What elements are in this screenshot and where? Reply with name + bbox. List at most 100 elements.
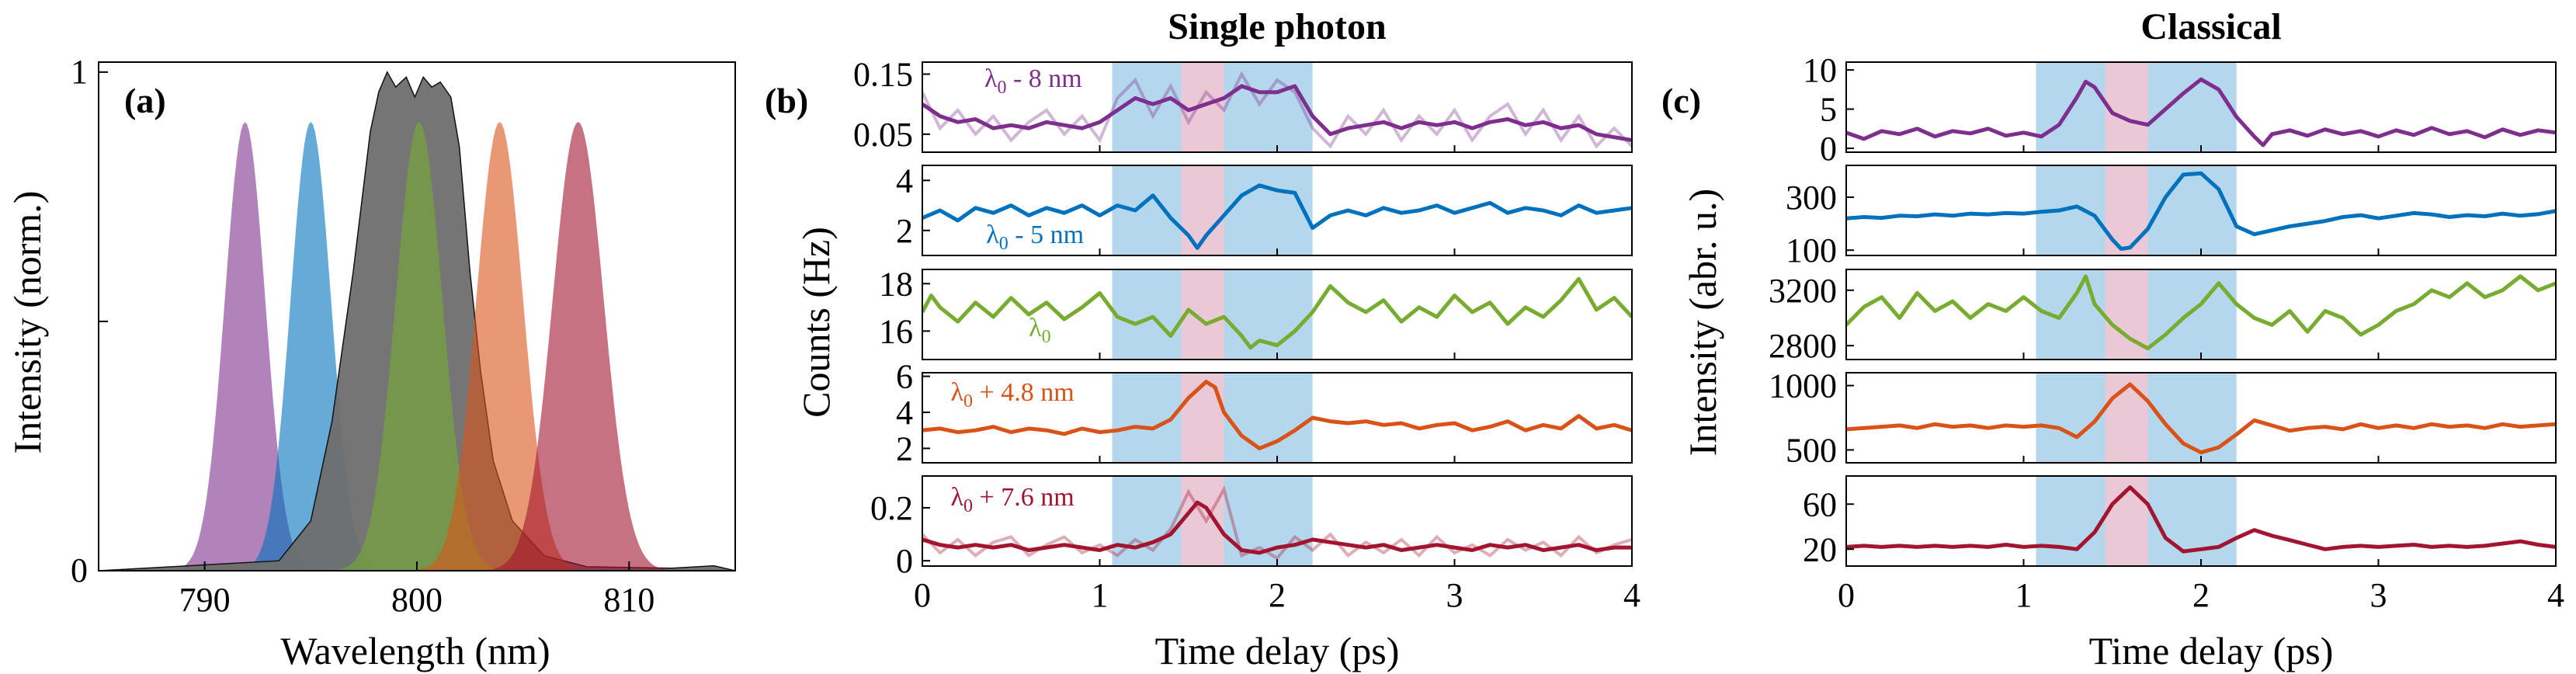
x-tick-label: 790 bbox=[179, 581, 231, 619]
raw-trace bbox=[922, 71, 1632, 149]
panel-a-xlabel: Wavelength (nm) bbox=[280, 629, 550, 672]
spectrum-purple bbox=[99, 122, 735, 571]
y-tick-label: 0.15 bbox=[853, 55, 913, 93]
panel-b-subplot: 00.2 λ0 + 7.6 nm bbox=[870, 475, 1633, 580]
x-tick-label: 4 bbox=[2547, 576, 2564, 614]
spectrum-green bbox=[99, 122, 735, 571]
panel-c-plot-area bbox=[1846, 269, 2556, 360]
series-label-part: 0 bbox=[1042, 327, 1051, 347]
x-tick-label: 2 bbox=[2192, 576, 2210, 614]
y-tick-label: 1000 bbox=[1769, 367, 1837, 405]
panel-b-label: (b) bbox=[765, 81, 808, 120]
x-tick-label: 3 bbox=[1446, 576, 1463, 614]
x-tick-label: 810 bbox=[603, 581, 654, 619]
panel-c-subplot: 500 1000 bbox=[1769, 367, 2557, 469]
series-label-part: λ bbox=[1029, 314, 1042, 342]
x-tick-label: 1 bbox=[1092, 576, 1109, 614]
y-tick-label: 4 bbox=[896, 394, 913, 432]
y-tick-label: 18 bbox=[879, 265, 913, 303]
series-label-part: - 8 nm bbox=[1006, 64, 1081, 93]
series-label-part: 0 bbox=[999, 234, 1009, 254]
x-tick-label: 800 bbox=[391, 581, 443, 619]
panel-a-plot bbox=[99, 71, 735, 571]
series-label: λ0 + 4.8 nm bbox=[951, 378, 1074, 412]
series-label-part: + 7.6 nm bbox=[973, 483, 1074, 512]
trace-red bbox=[1846, 485, 2556, 554]
series-label: λ0 bbox=[1029, 314, 1051, 347]
shaded-region bbox=[2105, 62, 2148, 152]
panel-b-xlabel: Time delay (ps) bbox=[1155, 629, 1400, 672]
y-tick-label: 0.05 bbox=[853, 116, 913, 154]
panel-b-plot-area bbox=[922, 269, 1632, 360]
y-tick-label: 300 bbox=[1786, 179, 1837, 217]
y-tick-label: 16 bbox=[879, 312, 913, 350]
panel-b-subplot: 0.05 0.15 λ0 - 8 nm bbox=[853, 55, 1633, 154]
panel-b-title: Single photon bbox=[1168, 6, 1386, 47]
x-tick-label: 4 bbox=[1623, 576, 1640, 614]
trace-orange bbox=[922, 380, 1632, 450]
shaded-region bbox=[1181, 269, 1224, 360]
trace-green bbox=[1846, 274, 2556, 351]
trace-purple bbox=[1846, 77, 2556, 148]
y-tick-label: 100 bbox=[1786, 231, 1837, 269]
panel-b-plot-area bbox=[922, 476, 1632, 566]
panel-b-plot-area bbox=[922, 62, 1632, 152]
panel-c-plot-area bbox=[1846, 165, 2556, 255]
y-tick-label: 6 bbox=[896, 358, 913, 396]
panel-a: 790 800 810 0 1 bbox=[71, 53, 736, 619]
panel-a-ylabel: Intensity (norm.) bbox=[5, 191, 49, 454]
panel-c-subplot: 2800 3200 bbox=[1769, 269, 2557, 365]
panel-c-plot-area bbox=[1846, 476, 2556, 566]
trace-orange bbox=[1846, 382, 2556, 455]
panel-c-title: Classical bbox=[2140, 6, 2281, 47]
series-label-part: 0 bbox=[963, 496, 973, 516]
series-label-part: λ bbox=[951, 483, 964, 512]
trace-blue bbox=[922, 183, 1632, 250]
trace-blue bbox=[1846, 171, 2556, 251]
trace-green bbox=[922, 276, 1632, 350]
panel-c-label: (c) bbox=[1661, 81, 1701, 120]
trace-red bbox=[922, 500, 1632, 555]
series-label: λ0 - 5 nm bbox=[986, 221, 1084, 254]
y-tick-label: 2800 bbox=[1769, 327, 1837, 365]
y-tick-label: 5 bbox=[1820, 91, 1837, 129]
x-tick-label: 1 bbox=[2015, 576, 2033, 614]
y-tick-label: 20 bbox=[1803, 530, 1837, 568]
series-label-part: - 5 nm bbox=[1009, 221, 1084, 249]
panel-c-ylabel: Intensity (abr. u.) bbox=[1681, 189, 1724, 456]
panel-b-subplot: 2 4 λ0 - 5 nm bbox=[896, 162, 1633, 256]
series-label-part: λ bbox=[986, 221, 999, 249]
x-tick-label: 0 bbox=[914, 576, 931, 614]
panel-b-plot-area bbox=[922, 373, 1632, 463]
series-label-part: 0 bbox=[997, 78, 1006, 98]
shaded-region bbox=[2105, 165, 2148, 255]
panel-b-plot-area bbox=[922, 165, 1632, 255]
series-label-part: λ bbox=[984, 64, 998, 93]
y-tick-label: 500 bbox=[1786, 431, 1837, 469]
panel-a-label: (a) bbox=[124, 81, 166, 120]
series-label: λ0 - 8 nm bbox=[984, 64, 1082, 98]
y-tick-label: 1 bbox=[71, 53, 88, 91]
series-label-part: λ bbox=[951, 378, 964, 407]
y-tick-label: 3200 bbox=[1769, 272, 1837, 310]
y-tick-label: 0.2 bbox=[870, 489, 913, 527]
y-tick-label: 2 bbox=[896, 212, 913, 250]
panel-c-xlabel: Time delay (ps) bbox=[2089, 629, 2334, 672]
panel-c-plot-area bbox=[1846, 62, 2556, 152]
spectrum-red bbox=[99, 122, 735, 571]
shaded-region bbox=[1181, 476, 1224, 566]
y-tick-label: 60 bbox=[1803, 485, 1837, 523]
y-tick-label: 10 bbox=[1803, 51, 1837, 89]
x-tick-label: 2 bbox=[1269, 576, 1286, 614]
panel-b-ylabel: Counts (Hz) bbox=[794, 227, 838, 418]
panel-b-subplot: 16 18 λ0 bbox=[879, 265, 1633, 360]
series-label-part: + 4.8 nm bbox=[973, 378, 1074, 407]
trace-purple bbox=[922, 84, 1632, 142]
y-tick-label: 0 bbox=[71, 551, 88, 589]
series-label-part: 0 bbox=[963, 391, 973, 412]
